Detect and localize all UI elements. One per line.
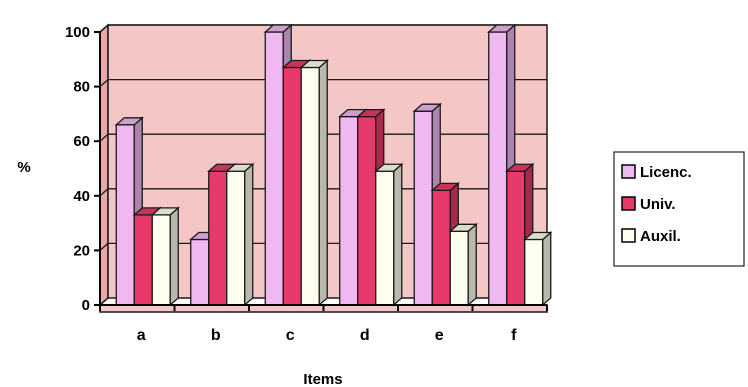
legend-swatch xyxy=(621,164,636,179)
bar-front xyxy=(431,189,451,306)
bar-top xyxy=(225,163,255,172)
gridline-side xyxy=(99,133,109,142)
y-tick-label: 60 xyxy=(73,133,90,150)
bar-top xyxy=(523,231,553,241)
x-tick-label: d xyxy=(360,327,370,344)
bar-side xyxy=(318,59,328,307)
bar-front xyxy=(449,230,469,306)
gridline-side xyxy=(99,79,109,88)
bar-front xyxy=(357,115,377,306)
legend-swatch xyxy=(621,196,636,211)
bar-side xyxy=(393,162,403,307)
bar-top xyxy=(430,182,460,191)
bar-front xyxy=(524,238,544,306)
bar-b-3 xyxy=(225,162,255,307)
y-ticks: 0 20 40 60 80 100 xyxy=(65,24,100,314)
bar-c-3 xyxy=(299,59,329,307)
x-tick-label: f xyxy=(511,327,517,344)
y-tick-label: 100 xyxy=(65,24,90,41)
bar-top xyxy=(374,163,404,172)
y-tick-label: 40 xyxy=(73,188,90,205)
bar-top xyxy=(299,59,329,69)
bar-top xyxy=(505,163,535,172)
bar-front xyxy=(190,238,210,306)
bar-front xyxy=(488,31,508,306)
bar-side xyxy=(169,206,179,307)
legend-swatch xyxy=(621,228,636,243)
x-ticks: a b c d e f xyxy=(99,305,548,344)
bar-front xyxy=(282,66,302,306)
legend-label: Univ. xyxy=(640,196,676,213)
bar-side xyxy=(542,231,552,307)
legend-label: Auxil. xyxy=(640,228,681,245)
bar-side xyxy=(244,162,254,307)
gridline-side xyxy=(99,24,109,33)
bar-front xyxy=(264,31,284,306)
bar-a-3 xyxy=(150,206,180,307)
bar-front xyxy=(133,214,153,306)
legend: Licenc. Univ. Auxil. xyxy=(613,151,745,267)
x-tick-label: c xyxy=(286,327,295,344)
gridline-side xyxy=(99,188,109,197)
bar-front xyxy=(375,170,395,306)
bar-side xyxy=(467,222,477,307)
bar-front xyxy=(115,124,135,306)
legend-label: Licenc. xyxy=(640,164,692,181)
bar-top xyxy=(448,223,478,232)
y-tick-label: 0 xyxy=(82,297,90,314)
x-tick-label: a xyxy=(137,327,146,344)
x-tick-label: e xyxy=(435,327,444,344)
x-tick-label: b xyxy=(211,327,221,344)
bar-front xyxy=(208,170,228,306)
y-tick-label: 20 xyxy=(73,242,90,259)
bar-front xyxy=(413,110,433,306)
bar-top xyxy=(356,108,386,118)
bar-front xyxy=(151,214,171,306)
y-axis-label: % xyxy=(17,159,30,176)
plot-side-wall xyxy=(99,23,109,307)
bar-front xyxy=(300,66,320,306)
bar-d-3 xyxy=(374,162,404,307)
bar-front xyxy=(339,115,359,306)
bar-top xyxy=(487,24,517,33)
bar-e-3 xyxy=(448,222,478,307)
bar-top xyxy=(114,117,144,126)
bar-top xyxy=(412,103,442,112)
gridline-side xyxy=(99,242,109,251)
bar-top xyxy=(263,24,293,33)
bar-front xyxy=(506,170,526,306)
bar-front xyxy=(226,170,246,306)
bars xyxy=(114,23,553,307)
bar-top xyxy=(150,207,180,216)
bar-f-3 xyxy=(523,231,553,307)
y-tick-label: 80 xyxy=(73,79,90,96)
x-axis-label: Items xyxy=(303,371,342,387)
